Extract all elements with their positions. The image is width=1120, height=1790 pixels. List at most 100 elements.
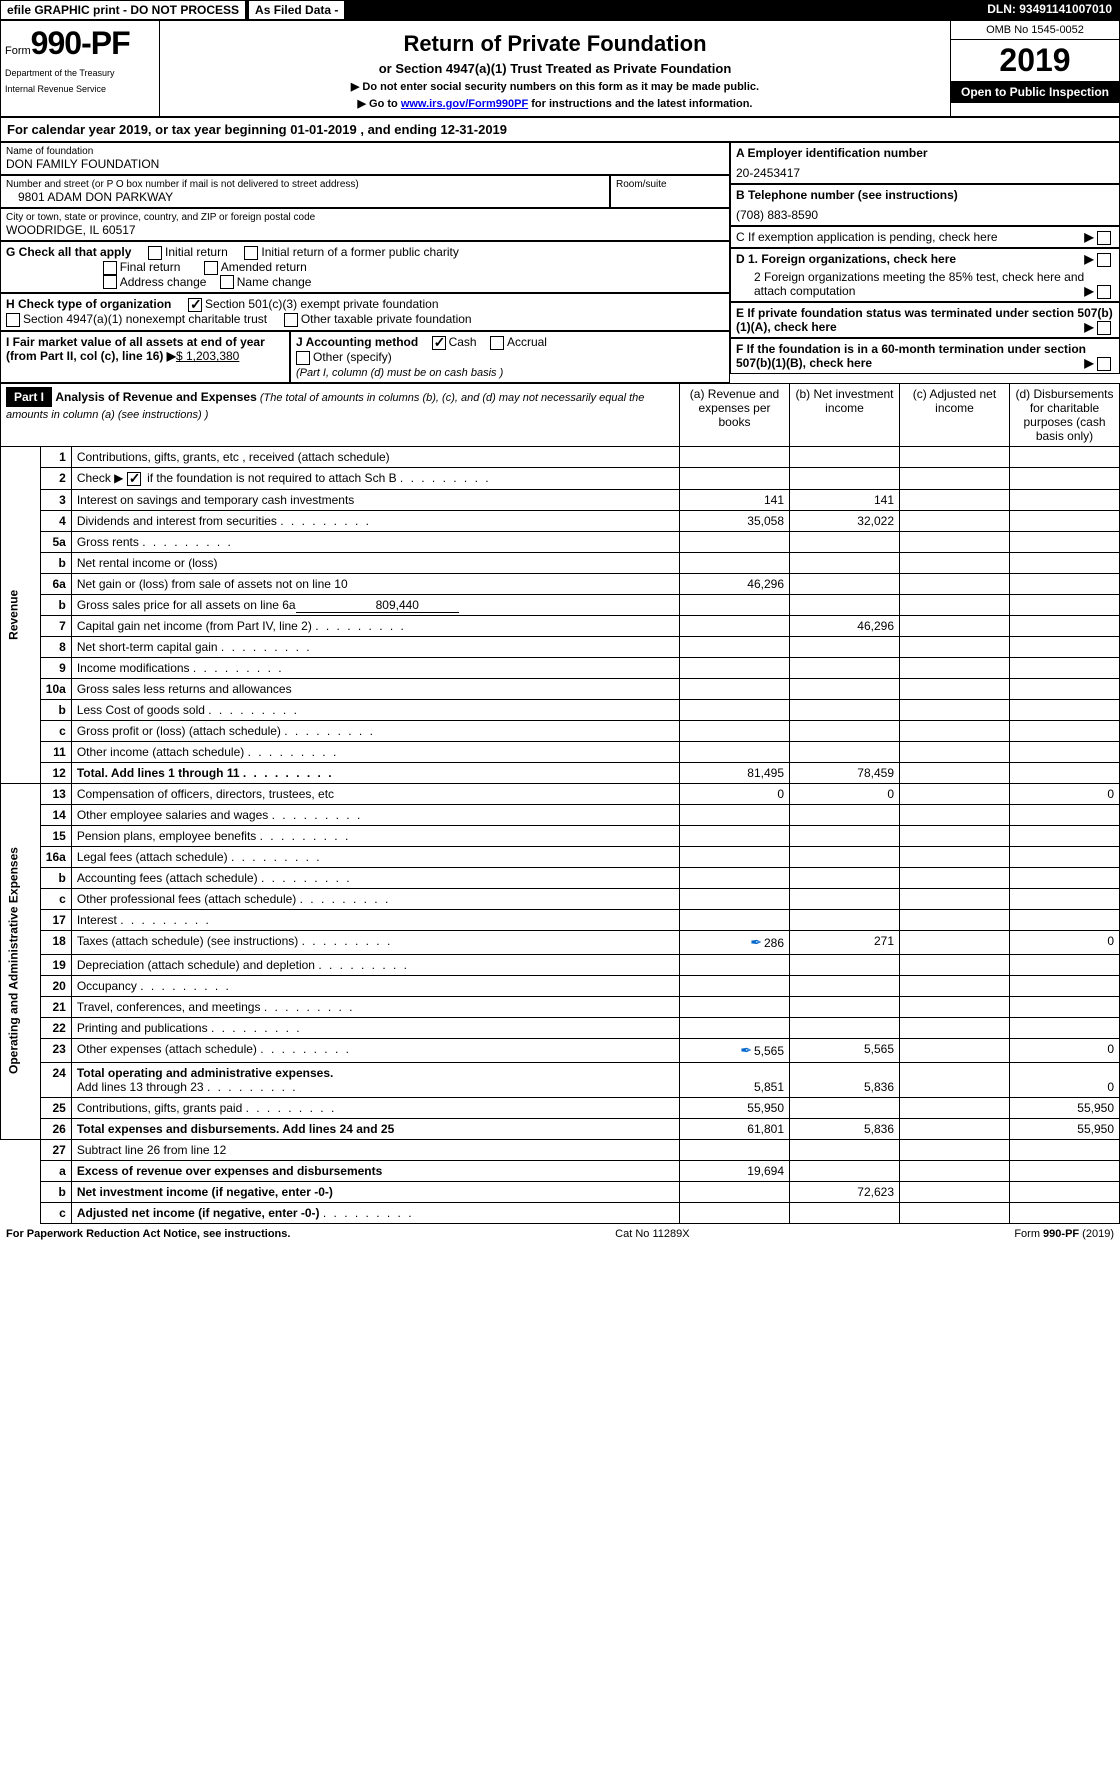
- irs-link[interactable]: www.irs.gov/Form990PF: [401, 98, 528, 110]
- check-cash: Cash: [449, 335, 477, 349]
- omb-number: OMB No 1545-0052: [951, 21, 1119, 40]
- dept-irs: Internal Revenue Service: [5, 84, 155, 94]
- row-6a-a: 46,296: [680, 573, 790, 594]
- row-23-b: 5,565: [790, 1038, 900, 1062]
- ein-label: A Employer identification number: [736, 146, 1114, 160]
- checkbox-f[interactable]: [1097, 357, 1111, 371]
- attachment-icon[interactable]: ✒: [750, 934, 762, 950]
- checkbox-e[interactable]: [1097, 321, 1111, 335]
- check-4947: Section 4947(a)(1) nonexempt charitable …: [23, 312, 267, 326]
- checkbox-initial[interactable]: [148, 246, 162, 260]
- form-label: Form: [5, 45, 31, 57]
- foundation-name-cell: Name of foundation DON FAMILY FOUNDATION: [0, 142, 730, 175]
- col-c-header: (c) Adjusted net income: [900, 383, 1010, 446]
- row-24-num: 24: [40, 1062, 71, 1097]
- row-4-text: Dividends and interest from securities: [77, 514, 277, 528]
- row-6a-num: 6a: [40, 573, 71, 594]
- row-11: 11 Other income (attach schedule): [1, 741, 1120, 762]
- checkbox-4947[interactable]: [6, 313, 20, 327]
- row-17-num: 17: [40, 909, 71, 930]
- row-7-text: Capital gain net income (from Part IV, l…: [77, 619, 312, 633]
- row-2-num: 2: [40, 467, 71, 489]
- checkbox-amended[interactable]: [204, 261, 218, 275]
- calendar-year-row: For calendar year 2019, or tax year begi…: [0, 117, 1120, 142]
- row-23-num: 23: [40, 1038, 71, 1062]
- checkbox-other-taxable[interactable]: [284, 313, 298, 327]
- city-cell: City or town, state or province, country…: [0, 208, 730, 241]
- check-accrual: Accrual: [507, 335, 547, 349]
- row-3-a: 141: [680, 489, 790, 510]
- row-17-desc: Interest: [71, 909, 679, 930]
- checkbox-accrual[interactable]: [490, 336, 504, 350]
- attachment-icon[interactable]: ✒: [740, 1042, 752, 1058]
- row-14-desc: Other employee salaries and wages: [71, 804, 679, 825]
- row-27a-num: a: [40, 1160, 71, 1181]
- row-23-a-val: 5,565: [754, 1044, 784, 1058]
- checkbox-d2[interactable]: [1097, 285, 1111, 299]
- row-3-b: 141: [790, 489, 900, 510]
- row-1-desc: Contributions, gifts, grants, etc , rece…: [71, 446, 679, 467]
- row-10a-desc: Gross sales less returns and allowances: [71, 678, 679, 699]
- row-10b-num: b: [40, 699, 71, 720]
- checkbox-d1[interactable]: [1097, 253, 1111, 267]
- row-5b-num: b: [40, 552, 71, 573]
- checkbox-501c3[interactable]: [188, 298, 202, 312]
- checkbox-address[interactable]: [103, 275, 117, 289]
- checkbox-initial-former[interactable]: [244, 246, 258, 260]
- d2-label: 2 Foreign organizations meeting the 85% …: [754, 270, 1084, 298]
- row-12-num: 12: [40, 762, 71, 783]
- checkbox-cash[interactable]: [432, 336, 446, 350]
- checkbox-c[interactable]: [1097, 231, 1111, 245]
- form-note1: ▶ Do not enter social security numbers o…: [166, 80, 944, 93]
- row-17: 17 Interest: [1, 909, 1120, 930]
- checkbox-other[interactable]: [296, 351, 310, 365]
- page-footer: For Paperwork Reduction Act Notice, see …: [0, 1224, 1120, 1244]
- checkbox-schb[interactable]: [127, 472, 141, 486]
- row-22-text: Printing and publications: [77, 1021, 208, 1035]
- topbar-fill: [347, 0, 979, 20]
- g-label: G Check all that apply: [6, 245, 131, 259]
- row-17-text: Interest: [77, 913, 117, 927]
- row-6b-num: b: [40, 594, 71, 615]
- row-9-desc: Income modifications: [71, 657, 679, 678]
- row-16a-num: 16a: [40, 846, 71, 867]
- row-20: 20 Occupancy: [1, 975, 1120, 996]
- row-27b-b: 72,623: [790, 1181, 900, 1202]
- checkbox-final[interactable]: [103, 261, 117, 275]
- check-amended: Amended return: [221, 260, 307, 274]
- row-24-text: Total operating and administrative expen…: [77, 1066, 334, 1080]
- row-2-post: if the foundation is not required to att…: [144, 471, 397, 485]
- check-other: Other (specify): [313, 350, 392, 364]
- note2-prefix: ▶ Go to: [358, 98, 401, 110]
- row-2-desc: Check ▶ if the foundation is not require…: [71, 467, 679, 489]
- asfiled-notice: As Filed Data -: [248, 0, 345, 20]
- d1-label: D 1. Foreign organizations, check here: [736, 252, 956, 266]
- row-24-text2: Add lines 13 through 23: [77, 1080, 204, 1094]
- row-24-desc: Total operating and administrative expen…: [71, 1062, 679, 1097]
- checkbox-name[interactable]: [220, 275, 234, 289]
- i-cell: I Fair market value of all assets at end…: [0, 331, 290, 383]
- city-label: City or town, state or province, country…: [6, 212, 724, 223]
- street-cell: Number and street (or P O box number if …: [0, 175, 610, 208]
- calyear-mid: , and ending: [357, 122, 441, 137]
- row-15: 15 Pension plans, employee benefits: [1, 825, 1120, 846]
- check-name: Name change: [237, 275, 312, 289]
- row-27: 27 Subtract line 26 from line 12: [1, 1139, 1120, 1160]
- row-13-b: 0: [790, 783, 900, 804]
- row-14-text: Other employee salaries and wages: [77, 808, 268, 822]
- row-16b-text: Accounting fees (attach schedule): [77, 871, 258, 885]
- row-25: 25 Contributions, gifts, grants paid 55,…: [1, 1097, 1120, 1118]
- row-5b-desc: Net rental income or (loss): [71, 552, 679, 573]
- form-header: Form990-PF Department of the Treasury In…: [0, 20, 1120, 117]
- note2-suffix: for instructions and the latest informat…: [528, 98, 752, 110]
- row-13: Operating and Administrative Expenses 13…: [1, 783, 1120, 804]
- row-5a-desc: Gross rents: [71, 531, 679, 552]
- col-b-header: (b) Net investment income: [790, 383, 900, 446]
- row-4: 4 Dividends and interest from securities…: [1, 510, 1120, 531]
- dept-treasury: Department of the Treasury: [5, 68, 155, 78]
- row-5a-text: Gross rents: [77, 535, 139, 549]
- ein-value: 20-2453417: [736, 166, 1114, 180]
- calyear-begin: 01-01-2019: [290, 122, 357, 137]
- row-23-text: Other expenses (attach schedule): [77, 1042, 257, 1056]
- form-number: 990-PF: [31, 25, 130, 61]
